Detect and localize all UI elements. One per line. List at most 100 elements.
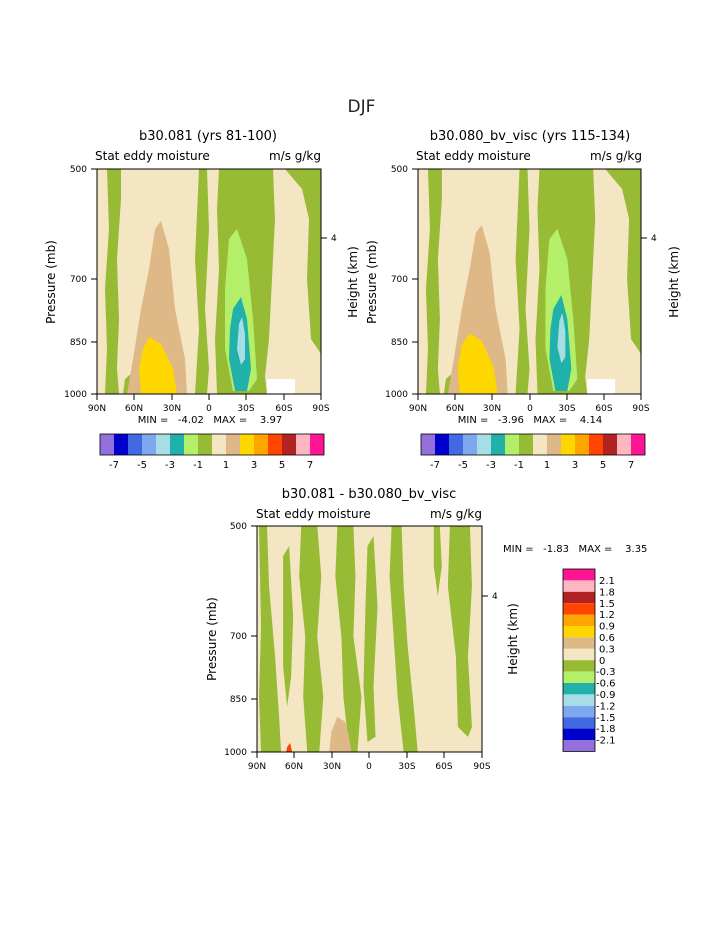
cb-label: -1.5 [596, 713, 616, 724]
panel-diff-xtick-labels: 90N 60N 30N 0 30S 60S 90S [248, 762, 491, 772]
cb-frame [99, 433, 325, 456]
panel-left-minmax: MIN = -4.02 MAX = 3.97 [138, 415, 282, 426]
xtick-label: 60N [446, 404, 464, 414]
field-green-band-a [105, 169, 121, 394]
cb-label: -0.9 [596, 690, 616, 701]
field-green-band-1 [259, 526, 282, 752]
cb-swatch [563, 648, 595, 661]
cb-label: 0.9 [599, 622, 615, 633]
panel-diff-colorbar: 2.1 1.8 1.5 1.2 0.9 0.6 0.3 0 -0.3 -0.6 … [562, 568, 616, 752]
cb-label: -0.6 [596, 679, 616, 690]
ytick-label: 500 [230, 522, 247, 532]
xtick-label: 30S [237, 404, 254, 414]
cb-label: 3 [251, 460, 257, 471]
panel-right: b30.080_bv_visc (yrs 115-134) Stat eddy … [365, 129, 681, 471]
cb-frame [420, 433, 646, 456]
cb-label: -1.2 [596, 701, 616, 712]
xtick-label: 60S [275, 404, 292, 414]
field-pale-blue-core [557, 313, 566, 363]
cb-swatch [563, 591, 595, 604]
cb-swatch [575, 434, 589, 455]
cb-swatch [563, 637, 595, 649]
field-green-band-e [605, 169, 641, 354]
xtick-label: 0 [206, 404, 212, 414]
field-green-band-3 [299, 526, 324, 752]
panel-diff-plot-area [257, 526, 482, 752]
panel-diff-y2label: Height (km) [506, 603, 520, 674]
cb-swatch [617, 434, 631, 455]
xtick-label: 30N [323, 762, 341, 772]
panel-right-plot-area [418, 169, 641, 394]
cb-label: -0.3 [596, 667, 616, 678]
cb-swatch [100, 434, 114, 455]
cb-label: -5 [137, 460, 147, 471]
panel-right-minmax: MIN = -3.96 MAX = 4.14 [458, 415, 602, 426]
cb-label: 1.2 [599, 610, 615, 621]
panel-left-xtick-labels: 90N 60N 30N 0 30S 60S 90S [88, 404, 330, 414]
cb-label: -3 [486, 460, 496, 471]
panel-right-xtick-labels: 90N 60N 30N 0 30S 60S 90S [409, 404, 650, 414]
panel-left: b30.081 (yrs 81-100) Stat eddy moisture … [44, 129, 360, 471]
cb-swatch [226, 434, 240, 455]
field-green-band-c [195, 169, 209, 394]
xtick-label: 90S [312, 404, 329, 414]
field-yellow-core [457, 333, 498, 394]
cb-swatch [170, 434, 184, 455]
cb-label: -7 [109, 460, 119, 471]
xtick-label: 30S [558, 404, 575, 414]
field-red-spot [286, 742, 293, 752]
ytick-label: 1000 [224, 748, 247, 758]
field-green-band-2 [283, 546, 294, 707]
panel-diff-ylabel: Pressure (mb) [205, 597, 219, 681]
cb-label: -5 [458, 460, 468, 471]
cb-swatch [310, 434, 324, 455]
cb-swatch [561, 434, 575, 455]
panel-diff-subtitle-right: m/s g/kg [430, 507, 482, 521]
cb-swatch [563, 728, 595, 740]
cb-label: 3 [572, 460, 578, 471]
cb-swatch [240, 434, 254, 455]
xtick-label: 0 [366, 762, 372, 772]
field-bg [418, 169, 641, 394]
cb-label: 7 [628, 460, 634, 471]
cb-label: 0.6 [599, 633, 615, 644]
cb-swatch [477, 434, 491, 455]
cb-swatch [563, 626, 595, 638]
panel-right-colorbar: -7 -5 -3 -1 1 3 5 7 [420, 433, 646, 471]
panel-diff-ytick-labels: 500 700 850 1000 [224, 522, 247, 758]
xtick-label: 0 [527, 404, 533, 414]
panel-right-ylabel: Pressure (mb) [365, 240, 379, 324]
field-green-band-5 [363, 536, 378, 742]
xtick-label: 30S [398, 762, 415, 772]
panel-left-title: b30.081 (yrs 81-100) [139, 129, 277, 144]
cb-swatch [212, 434, 226, 455]
cb-label: 1 [544, 460, 550, 471]
xtick-label: 60N [125, 404, 143, 414]
cb-swatch [421, 434, 435, 455]
cb-label: -2.1 [596, 736, 616, 747]
cb-swatch [589, 434, 603, 455]
cb-label: 0 [599, 656, 605, 667]
cb-swatch [563, 717, 595, 729]
field-green-band-6 [389, 526, 418, 752]
ytick-label: 850 [230, 695, 247, 705]
cb-swatch [142, 434, 156, 455]
cb-swatch [296, 434, 310, 455]
xtick-label: 90N [248, 762, 266, 772]
panel-left-ytick-labels: 500 700 850 1000 [64, 165, 87, 400]
panel-left-colorbar: -7 -5 -3 -1 1 3 5 7 [99, 433, 325, 471]
panel-left-y2label: Height (km) [346, 246, 360, 317]
cb-swatch [505, 434, 519, 455]
xtick-label: 90N [409, 404, 427, 414]
panel-diff-title: b30.081 - b30.080_bv_visc [282, 487, 457, 502]
ytick-label: 500 [70, 165, 87, 175]
panel-left-ticks [91, 168, 327, 400]
cb-swatch [563, 569, 595, 581]
cb-swatch [563, 683, 595, 695]
xtick-label: 60S [435, 762, 452, 772]
xtick-label: 90N [88, 404, 106, 414]
cb-label: -1 [514, 460, 524, 471]
cb-swatch [198, 434, 212, 455]
field-green-band-4 [335, 526, 362, 752]
